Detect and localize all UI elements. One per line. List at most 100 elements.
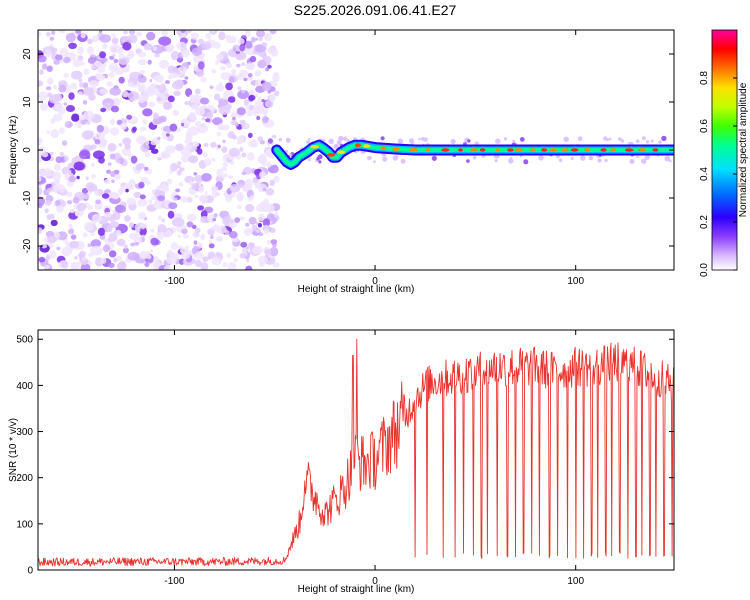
noise-blob (239, 147, 244, 152)
noise-blob (273, 72, 280, 78)
noise-blob (83, 110, 95, 121)
sparse-dot (650, 139, 654, 143)
spectrogram-x-label: Height of straight line (km) (298, 284, 415, 295)
noise-blob (179, 247, 190, 254)
noise-blob (82, 82, 89, 89)
noise-blob (98, 30, 103, 34)
noise-blob (83, 87, 94, 96)
noise-blob (197, 61, 205, 70)
noise-blob (108, 232, 118, 242)
noise-blob (196, 148, 203, 155)
noise-blob (143, 43, 153, 51)
sparse-dot (512, 139, 515, 143)
noise-blob (38, 80, 44, 87)
noise-blob (228, 76, 235, 84)
noise-blob (197, 38, 205, 44)
noise-blob (230, 161, 235, 165)
sparse-dot (664, 155, 671, 162)
noise-blob (161, 182, 168, 190)
ridge-hotspot (638, 148, 647, 152)
noise-blob (194, 252, 204, 260)
noise-blob (154, 74, 165, 83)
noise-blob (38, 169, 44, 176)
noise-blob (52, 113, 63, 122)
noise-blob (165, 43, 175, 52)
noise-blob (139, 70, 146, 75)
noise-blob (216, 53, 224, 61)
noise-blob (46, 130, 51, 134)
noise-blob (221, 166, 228, 172)
noise-blob (243, 227, 252, 236)
noise-blob (108, 262, 115, 268)
noise-blob (274, 211, 279, 216)
noise-blob (58, 30, 66, 34)
noise-blob (68, 223, 73, 229)
noise-blob (255, 203, 268, 212)
noise-blob (71, 113, 80, 122)
noise-blob (181, 33, 186, 37)
noise-blob (191, 47, 203, 56)
noise-blob (211, 186, 219, 192)
noise-blob (122, 247, 129, 254)
ridge-hotspot (584, 148, 591, 152)
noise-blob (233, 258, 238, 263)
noise-blob (265, 67, 270, 72)
noise-blob (108, 162, 112, 166)
x-tick-label: 0 (372, 576, 378, 587)
noise-blob (68, 42, 77, 49)
noise-blob (243, 77, 248, 82)
noise-blob (163, 101, 171, 110)
noise-blob (257, 255, 269, 264)
noise-blob (112, 209, 116, 214)
noise-blob (229, 231, 238, 239)
sparse-dot (409, 138, 414, 144)
noise-blob (181, 154, 190, 163)
noise-blob (196, 124, 209, 134)
noise-blob (156, 231, 165, 240)
noise-blob (181, 49, 190, 58)
noise-blob (137, 75, 147, 83)
noise-blob (157, 215, 162, 220)
noise-blob (211, 30, 215, 33)
noise-blob (267, 212, 275, 222)
noise-blob (109, 153, 116, 160)
sparse-dot (519, 137, 525, 142)
noise-blob (230, 112, 237, 119)
noise-blob (181, 122, 185, 127)
noise-blob (229, 219, 234, 224)
noise-blob (218, 31, 226, 41)
ridge-hotspot (549, 148, 558, 152)
noise-blob (146, 31, 156, 41)
noise-blob (111, 33, 116, 38)
noise-blob (139, 194, 146, 200)
colorbar-label: Normalized spectral amplitude (738, 82, 749, 217)
ridge-hotspot (409, 148, 418, 152)
noise-blob (68, 228, 75, 235)
noise-blob (56, 246, 61, 251)
sparse-dot (380, 136, 385, 141)
noise-blob (180, 196, 188, 203)
noise-blob (201, 173, 212, 182)
sparse-dot (328, 138, 334, 144)
noise-blob (61, 246, 73, 257)
noise-blob (63, 56, 71, 64)
noise-blob (176, 161, 182, 165)
noise-blob (215, 84, 225, 92)
noise-blob (151, 195, 157, 200)
noise-blob (138, 59, 147, 66)
noise-blob (157, 136, 161, 140)
sparse-dot (338, 135, 344, 142)
sparse-dot (307, 138, 311, 141)
noise-blob (38, 140, 42, 145)
sparse-dot (503, 137, 508, 141)
noise-blob (259, 153, 267, 163)
noise-blob (56, 231, 68, 241)
noise-blob (224, 193, 233, 203)
noise-blob (103, 237, 110, 242)
noise-blob (127, 251, 140, 261)
noise-blob (263, 228, 269, 235)
noise-blob (191, 224, 197, 229)
noise-blob (269, 179, 276, 186)
noise-blob (239, 253, 247, 259)
y-tick-label: -10 (22, 190, 33, 205)
